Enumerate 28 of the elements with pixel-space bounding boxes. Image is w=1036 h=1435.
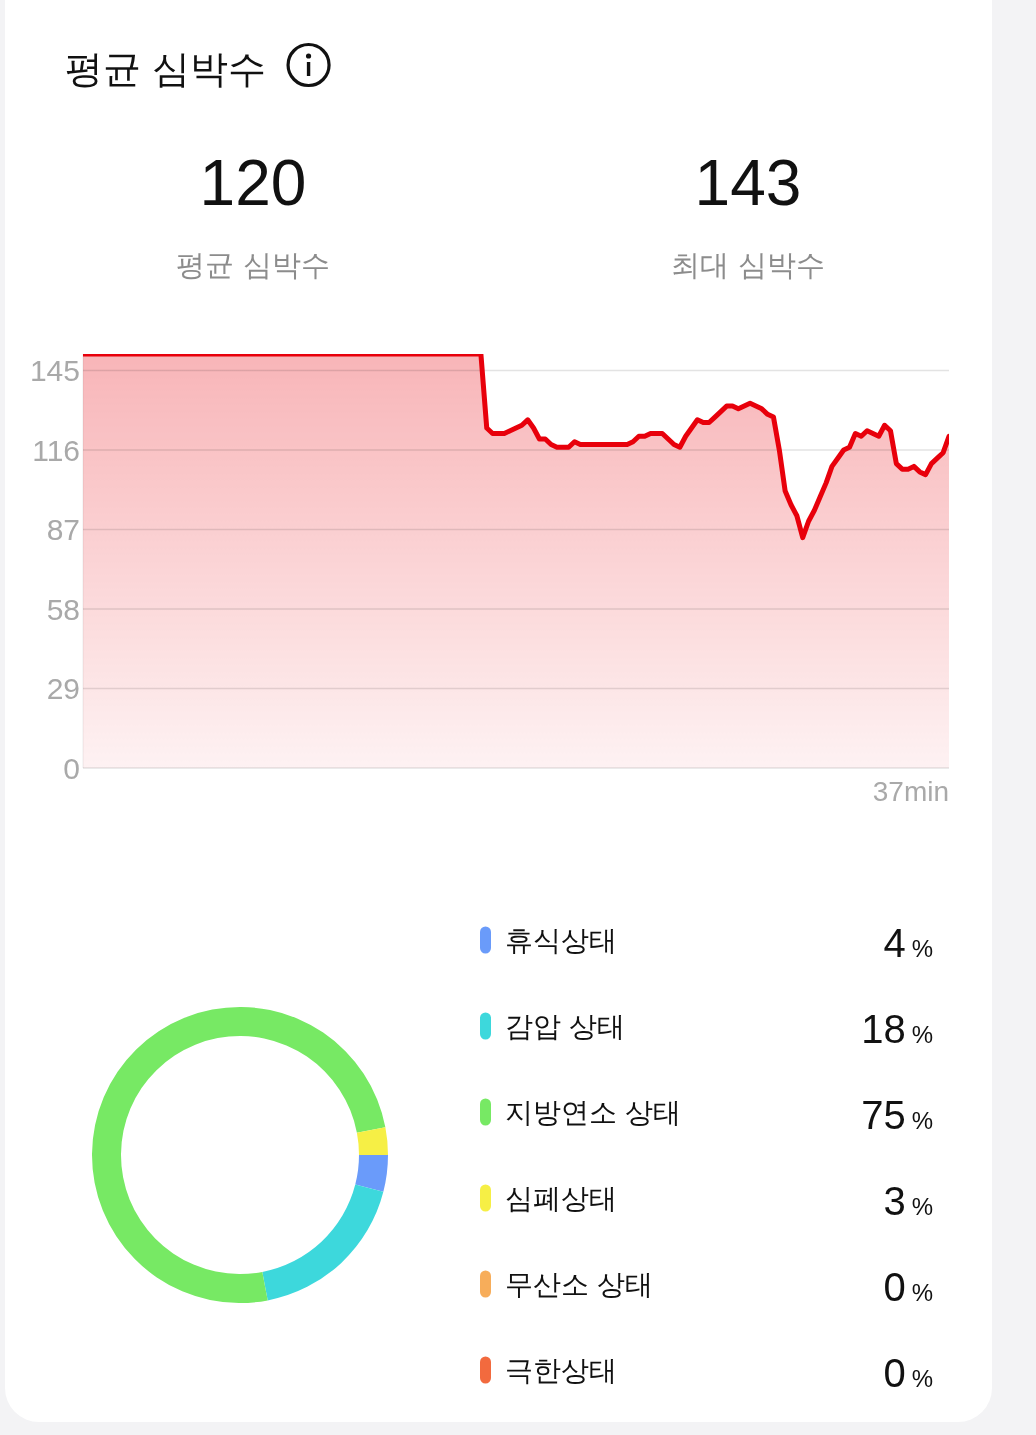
data-label: 75% <box>861 1093 933 1137</box>
y-tick-label: 145 <box>29 354 80 388</box>
y-tick-label: 0 <box>63 752 80 785</box>
y-tick-label: 58 <box>46 592 80 626</box>
donut-slice <box>355 1155 388 1192</box>
text: 37min <box>872 776 949 807</box>
chart-title: 평균 심박수 <box>65 48 266 90</box>
donut-slice <box>356 1127 388 1155</box>
y-tick-label: 116 <box>32 433 80 467</box>
data-label: 4% <box>883 921 933 965</box>
text: 0% <box>883 1265 933 1309</box>
y-tick-label: 87 <box>46 513 80 547</box>
legend-label: 감압 상태 <box>505 1011 625 1042</box>
text: 143 <box>694 147 802 219</box>
legend-label: 극한상태 <box>505 1355 617 1386</box>
data-label: 3% <box>883 1179 933 1223</box>
legend-label: 지방연소 상태 <box>505 1097 681 1128</box>
text: 120 <box>199 147 307 219</box>
text: 0% <box>883 1351 933 1395</box>
legend-label: 심폐상태 <box>505 1183 617 1214</box>
legend-label: 휴식상태 <box>505 925 617 956</box>
donut-slice <box>262 1184 384 1301</box>
text: 최대 심박수 <box>671 249 825 281</box>
donut-slice <box>92 1007 386 1303</box>
text: 평균 심박수 <box>176 249 330 281</box>
legend-label: 무산소 상태 <box>505 1269 653 1300</box>
data-label: 18% <box>861 1007 933 1051</box>
y-tick-label: 29 <box>46 672 80 706</box>
